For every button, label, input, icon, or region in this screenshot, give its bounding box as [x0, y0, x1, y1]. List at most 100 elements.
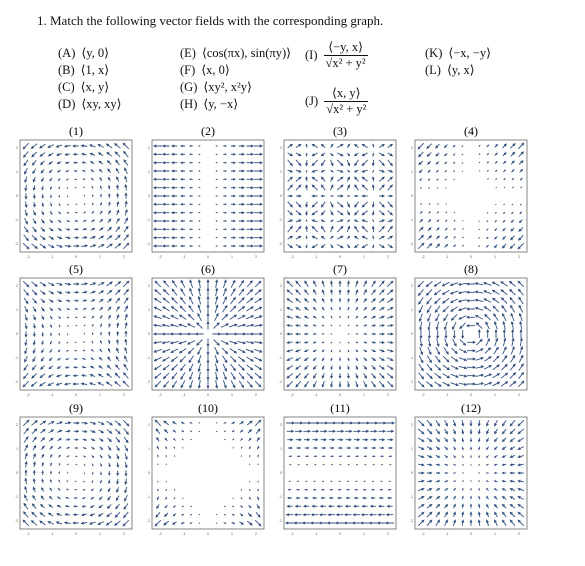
vector-field [22, 142, 130, 250]
y-tick-label: 0 [16, 471, 18, 475]
option: (K) ⟨−x, −y⟩ [425, 45, 491, 61]
plot-label: (4) [464, 124, 478, 138]
x-tick-label: 0 [470, 532, 472, 536]
option-expr: ⟨xy², x²y⟩ [203, 80, 252, 94]
x-tick-label: -1 [182, 393, 185, 397]
y-tick-label: -2 [15, 519, 18, 523]
y-tick-label: -2 [15, 380, 18, 384]
vector-field [22, 280, 130, 388]
option-label: (K) [425, 45, 443, 60]
vector-field [284, 421, 396, 525]
x-tick-label: -1 [182, 532, 185, 536]
y-tick-label: 1 [280, 308, 282, 312]
plot-label: (7) [333, 262, 347, 276]
y-tick-label: 0 [280, 194, 282, 198]
y-tick-label: 2 [16, 423, 18, 427]
y-tick-label: -1 [410, 495, 413, 499]
plot-label: (2) [201, 124, 215, 138]
option: (I) ⟨−y, x⟩x² + y² [305, 40, 368, 71]
y-tick-label: 2 [148, 423, 150, 427]
x-tick-label: 2 [255, 255, 257, 259]
vector-field [417, 142, 525, 250]
x-tick-label: -1 [314, 393, 317, 397]
x-tick-label: -1 [314, 255, 317, 259]
x-tick-label: -2 [158, 393, 161, 397]
y-tick-label: 0 [148, 332, 150, 336]
y-tick-label: -1 [410, 356, 413, 360]
y-tick-label: -2 [147, 380, 150, 384]
option-expr: ⟨y, 0⟩ [81, 46, 110, 60]
x-tick-label: -2 [290, 393, 293, 397]
x-tick-label: -2 [26, 255, 29, 259]
y-tick-label: -1 [279, 356, 282, 360]
option: (J) ⟨x, y⟩x² + y² [305, 86, 369, 117]
x-tick-label: -1 [445, 393, 448, 397]
y-tick-label: -1 [147, 495, 150, 499]
option-label: (E) [180, 45, 196, 60]
x-tick-label: -1 [445, 255, 448, 259]
x-tick-label: 2 [387, 393, 389, 397]
y-tick-label: 0 [411, 332, 413, 336]
vector-field [417, 280, 525, 388]
denominator: x² + y² [323, 55, 368, 71]
y-tick-label: -1 [147, 356, 150, 360]
x-tick-label: -2 [421, 532, 424, 536]
x-tick-label: 0 [75, 393, 77, 397]
option: (A) ⟨y, 0⟩ [58, 45, 109, 61]
plot-frame [414, 277, 528, 391]
y-tick-label: -1 [279, 495, 282, 499]
y-tick-label: 0 [148, 194, 150, 198]
option-label: (J) [305, 94, 319, 108]
x-tick-label: 0 [75, 255, 77, 259]
plot-frame [414, 416, 528, 530]
plot-label: (3) [333, 124, 347, 138]
x-tick-label: 0 [207, 393, 209, 397]
option-label: (I) [305, 48, 318, 62]
y-tick-label: 1 [280, 170, 282, 174]
vector-field [152, 278, 264, 390]
plot-label: (11) [330, 401, 350, 415]
y-tick-label: 1 [280, 447, 282, 451]
option-expr: ⟨−x, −y⟩ [448, 46, 491, 60]
fraction: ⟨−y, x⟩x² + y² [323, 40, 368, 71]
option-label: (D) [58, 96, 76, 111]
y-tick-label: 0 [411, 471, 413, 475]
x-tick-label: -2 [158, 255, 161, 259]
x-tick-label: 2 [123, 393, 125, 397]
y-tick-label: -2 [147, 242, 150, 246]
x-tick-label: 1 [494, 393, 496, 397]
x-tick-label: 0 [470, 255, 472, 259]
plot-label: (10) [198, 401, 218, 415]
x-tick-label: 1 [231, 393, 233, 397]
x-tick-label: 2 [387, 532, 389, 536]
y-tick-label: -1 [15, 356, 18, 360]
option-expr: ⟨x, 0⟩ [201, 63, 230, 77]
plot-label: (6) [201, 262, 215, 276]
y-tick-label: -2 [279, 519, 282, 523]
y-tick-label: -2 [15, 242, 18, 246]
x-tick-label: 0 [207, 532, 209, 536]
plot-label: (9) [69, 401, 83, 415]
y-tick-label: 2 [411, 423, 413, 427]
x-tick-label: 1 [99, 255, 101, 259]
x-tick-label: 0 [339, 532, 341, 536]
y-tick-label: -2 [410, 242, 413, 246]
x-tick-label: 1 [494, 532, 496, 536]
y-tick-label: 0 [16, 332, 18, 336]
y-tick-label: 0 [148, 471, 150, 475]
vector-field [287, 143, 394, 249]
y-tick-label: 2 [16, 146, 18, 150]
option-label: (C) [58, 79, 75, 94]
x-tick-label: 1 [363, 393, 365, 397]
option-expr: ⟨1, x⟩ [80, 63, 110, 77]
y-tick-label: -2 [147, 519, 150, 523]
x-tick-label: -2 [158, 532, 161, 536]
plot-frame [283, 139, 397, 253]
option: (C) ⟨x, y⟩ [58, 79, 109, 95]
x-tick-label: -2 [421, 255, 424, 259]
vector-field [22, 419, 130, 527]
option: (B) ⟨1, x⟩ [58, 62, 109, 78]
y-tick-label: 2 [280, 423, 282, 427]
x-tick-label: 0 [207, 255, 209, 259]
y-tick-label: -2 [410, 519, 413, 523]
